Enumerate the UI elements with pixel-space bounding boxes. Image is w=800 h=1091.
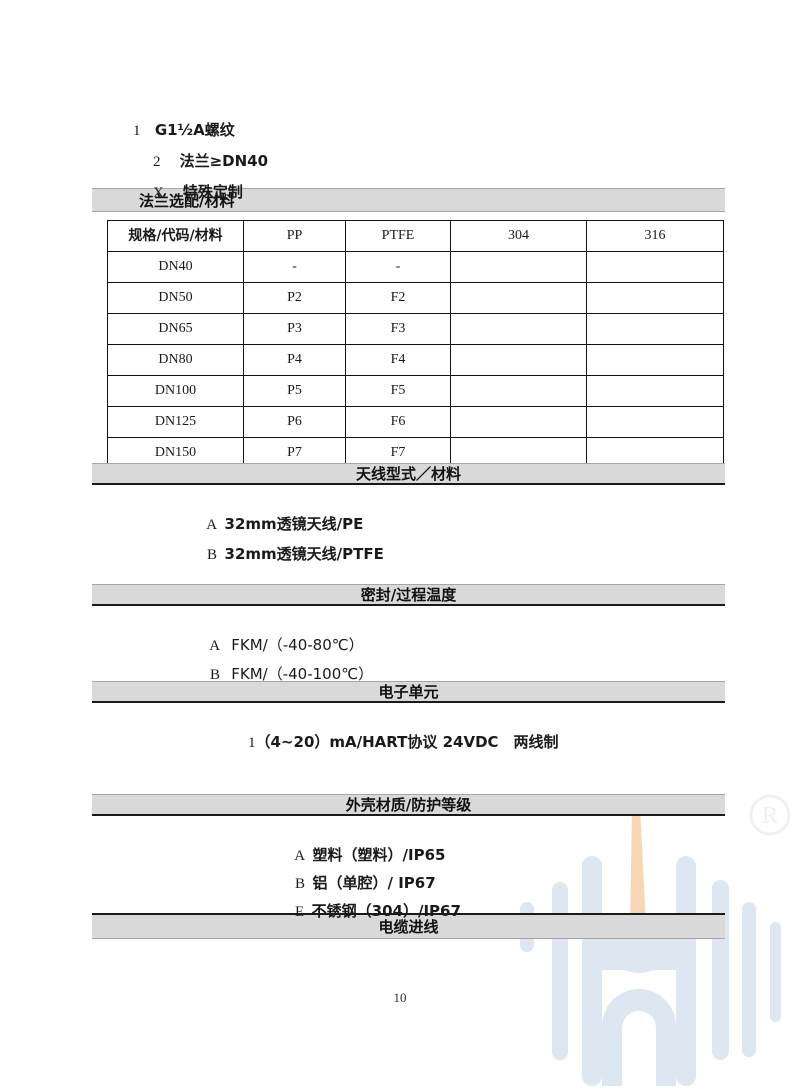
cell-316 (586, 375, 724, 407)
section-header-housing: 外壳材质/防护等级 (92, 794, 725, 816)
antenna-label-a: 32mm透镜天线/PE (224, 515, 364, 533)
cell-ptfe: F5 (345, 375, 451, 407)
col-header-pp: PP (243, 220, 346, 252)
cell-316 (586, 344, 724, 376)
section-title-antenna: 天线型式／材料 (355, 465, 461, 483)
antenna-option-b: B 32mm透镜天线/PTFE (192, 532, 384, 578)
section-header-flange: 法兰选配/材料 (92, 188, 725, 212)
section-title-cable-entry: 电缆进线 (378, 918, 439, 936)
pc-code-x: X (153, 185, 164, 201)
col-header-316: 316 (586, 220, 724, 252)
antenna-label-b: 32mm透镜天线/PTFE (224, 545, 384, 563)
cell-spec: DN80 (107, 344, 244, 376)
cell-ptfe: - (345, 251, 451, 283)
cell-pp: P5 (243, 375, 346, 407)
antenna-option-a: A 32mm透镜天线/PE (192, 502, 363, 548)
section-header-electronics: 电子单元 (92, 681, 725, 703)
seal-code-a: A (209, 638, 221, 654)
flange-options-table: 规格/代码/材料 PP PTFE 304 316 DN40 - - DN50 P… (107, 220, 724, 469)
seal-label-a: FKM/（-40-80℃） (231, 636, 364, 654)
table-row: DN40 - - (107, 251, 724, 283)
process-connection-item-1: 1 G1½A螺纹 (118, 108, 235, 154)
section-title-housing: 外壳材质/防护等级 (345, 796, 472, 814)
cell-304 (450, 282, 587, 314)
section-header-seal: 密封/过程温度 (92, 584, 725, 606)
cell-ptfe: F3 (345, 313, 451, 345)
process-connection-item-2: 2 法兰≥DN40 (138, 139, 268, 185)
page-number: 10 (393, 990, 407, 1005)
table-row: DN100 P5 F5 (107, 375, 724, 407)
seal-code-b: B (210, 667, 221, 683)
table-row: DN65 P3 F3 (107, 313, 724, 345)
seal-option-a: A FKM/（-40-80℃） (195, 623, 364, 669)
cell-spec: DN65 (107, 313, 244, 345)
housing-label-b: 铝（单腔）/ IP67 (312, 874, 436, 892)
table-header-row: 规格/代码/材料 PP PTFE 304 316 (107, 220, 724, 252)
table-row: DN50 P2 F2 (107, 282, 724, 314)
cell-spec: DN125 (107, 406, 244, 438)
cell-304 (450, 251, 587, 283)
cell-pp: - (243, 251, 346, 283)
pc-code-1: 1 (133, 123, 141, 139)
section-header-antenna: 天线型式／材料 (92, 463, 725, 485)
electronics-code-1: 1 (248, 735, 256, 751)
section-title-seal: 密封/过程温度 (360, 586, 457, 604)
antenna-code-a: A (206, 517, 218, 533)
housing-label-a: 塑料（塑料）/IP65 (312, 846, 446, 864)
table-row: DN80 P4 F4 (107, 344, 724, 376)
pc-label-2: 法兰≥DN40 (179, 152, 269, 170)
table-row: DN125 P6 F6 (107, 406, 724, 438)
housing-label-e: 不锈钢（304）/IP67 (311, 902, 461, 920)
pc-code-2: 2 (153, 154, 161, 170)
section-title-electronics: 电子单元 (378, 683, 439, 701)
housing-code-b: B (295, 876, 306, 892)
cell-pp: P3 (243, 313, 346, 345)
svg-text:R: R (762, 803, 778, 829)
housing-option-a: A 塑料（塑料）/IP65 (280, 833, 445, 879)
antenna-code-b: B (207, 547, 218, 563)
seal-option-b: B FKM/（-40-100℃） (195, 652, 373, 698)
cell-spec: DN100 (107, 375, 244, 407)
cell-304 (450, 313, 587, 345)
housing-option-e: E 不锈钢（304）/IP67 (280, 889, 461, 935)
cell-spec: DN50 (107, 282, 244, 314)
cell-pp: P2 (243, 282, 346, 314)
seal-label-b: FKM/（-40-100℃） (231, 665, 374, 683)
cell-pp: P4 (243, 344, 346, 376)
registered-trademark-icon: R (745, 790, 795, 840)
pc-label-1: G1½A螺纹 (154, 121, 235, 139)
cell-316 (586, 282, 724, 314)
col-header-304: 304 (450, 220, 587, 252)
cell-ptfe: F4 (345, 344, 451, 376)
cell-ptfe: F2 (345, 282, 451, 314)
housing-code-e: E (295, 904, 305, 920)
electronics-label-1: （4~20）mA/HART协议 24VDC 两线制 (255, 733, 559, 751)
cell-ptfe: F6 (345, 406, 451, 438)
cell-304 (450, 344, 587, 376)
cell-304 (450, 406, 587, 438)
cell-316 (586, 313, 724, 345)
cell-pp: P6 (243, 406, 346, 438)
cell-316 (586, 406, 724, 438)
section-title-flange: 法兰选配/材料 (139, 191, 235, 210)
housing-option-b: B 铝（单腔）/ IP67 (280, 861, 436, 907)
col-header-spec: 规格/代码/材料 (107, 220, 244, 252)
cell-316 (586, 251, 724, 283)
process-connection-item-x: X 特殊定制 (138, 170, 243, 216)
electronics-option-1: 1（4~20）mA/HART协议 24VDC 两线制 (233, 720, 559, 766)
cell-spec: DN40 (107, 251, 244, 283)
col-header-ptfe: PTFE (345, 220, 451, 252)
pc-label-x: 特殊定制 (182, 183, 243, 201)
housing-code-a: A (294, 848, 306, 864)
cell-304 (450, 375, 587, 407)
